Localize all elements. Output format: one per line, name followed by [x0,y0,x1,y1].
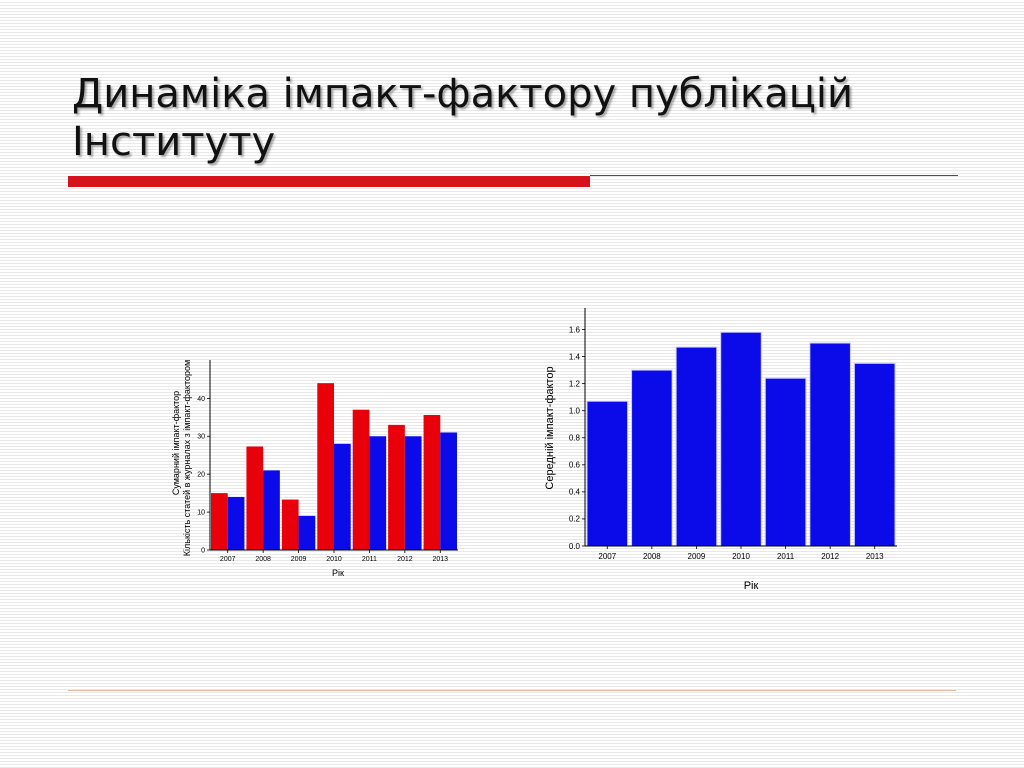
chart1-x-tick-label: 2011 [362,556,377,563]
chart2-x-tick-label: 2009 [688,552,706,561]
chart1-y-tick-label: 20 [197,472,205,479]
chart1-bar-s1-2007 [227,496,245,550]
chart2-bar-s0-2009 [675,346,718,547]
footer-rule [68,690,956,691]
chart1-bar-s0-2013 [423,415,441,550]
chart1-x-tick-label: 2013 [432,556,448,563]
chart1-y-axis-label: Сумарний імпакт-фактор Кількість статей … [171,360,192,556]
chart1-x-tick-label: 2009 [291,556,307,563]
chart1-y-label-blue: Кількість статей в журналах з імпакт-фак… [182,360,192,556]
chart2-y-tick-label: 1.4 [569,352,581,361]
chart2-y-tick-label: 0.6 [569,461,581,470]
chart2-x-tick-label: 2010 [732,552,750,561]
chart2-y-tick-label: 0.2 [569,515,581,524]
chart2-bar-s0-2012 [809,342,851,547]
chart2-x-tick-label: 2013 [866,552,884,561]
slide-title-line-1: Динаміка імпакт-фактору публікацій [72,71,854,117]
chart1-bars [211,383,457,551]
impact-and-articles-chart: 0 10 20 30 40 2007 2008 2009 2010 2011 2012 2013 Р… [171,360,458,578]
chart1-y-tick-label: 30 [197,434,205,441]
chart1-bar-s1-2008 [263,470,280,551]
chart2-x-tick-label: 2008 [643,552,661,561]
chart2-bar-s0-2008 [631,369,673,547]
chart1-bar-s1-2013 [440,432,457,550]
chart1-bar-s0-2010 [317,383,334,550]
chart2-y-axis-label: Середній імпакт-фактор [544,366,556,489]
slide-title: Динаміка імпакт-фактору публікацій Інсти… [72,70,952,166]
chart1-bar-s0-2009 [281,499,299,550]
chart1-y-label-red: Сумарний імпакт-фактор [171,391,181,495]
chart1-x-ticks: 2007 2008 2009 2010 2011 2012 2013 [220,550,448,563]
chart2-x-tick-label: 2012 [821,552,839,561]
chart2-y-tick-label: 1.0 [569,407,581,416]
chart2-bars [586,331,896,547]
chart2-y-tick-label: 0.4 [569,488,581,497]
chart1-bar-s1-2011 [369,436,387,550]
chart2-x-tick-label: 2007 [598,552,616,561]
chart2-bar-s0-2013 [853,362,896,547]
chart1-bar-s1-2012 [404,436,422,550]
average-impact-chart: 0.0 0.2 0.4 0.6 0.8 1.0 1.2 1.4 1.6 2007 2008 2009… [544,308,897,592]
chart2-x-ticks: 2007 2008 2009 2010 2011 2012 2013 [598,546,884,561]
chart1-bar-s1-2010 [334,443,351,550]
chart2-y-tick-label: 1.6 [569,325,581,334]
chart2-y-tick-label: 0.0 [569,542,581,551]
chart1-bar-s1-2009 [298,515,316,551]
chart1-x-axis-label: Рік [332,568,344,578]
chart1-x-tick-label: 2008 [255,556,271,563]
chart2-y-tick-label: 0.8 [569,434,581,443]
chart1-x-tick-label: 2010 [326,556,342,563]
chart2-bar-s0-2011 [764,377,807,547]
chart1-bar-s0-2008 [246,446,264,550]
chart1-y-tick-label: 0 [201,547,205,554]
chart1-bar-s0-2007 [211,493,228,551]
chart1-x-tick-label: 2012 [397,556,413,563]
chart1-y-ticks: 0 10 20 30 40 [197,396,210,554]
title-rule-thin [590,175,958,176]
chart1-y-tick-label: 40 [197,396,205,403]
slide-title-line-2: Інституту [72,119,276,165]
chart2-bar-s0-2007 [586,400,629,547]
title-rule-red [68,176,590,187]
chart2-y-tick-label: 1.2 [569,379,581,388]
chart1-y-tick-label: 10 [197,510,205,517]
chart2-y-ticks: 0.0 0.2 0.4 0.6 0.8 1.0 1.2 1.4 1.6 [569,325,585,551]
chart1-bar-s0-2011 [352,409,370,550]
chart2-bar-s0-2010 [720,331,762,547]
chart2-x-tick-label: 2011 [777,552,795,561]
chart1-bar-s0-2012 [388,424,405,551]
chart2-x-axis-label: Рік [744,580,759,592]
chart1-x-tick-label: 2007 [220,556,236,563]
